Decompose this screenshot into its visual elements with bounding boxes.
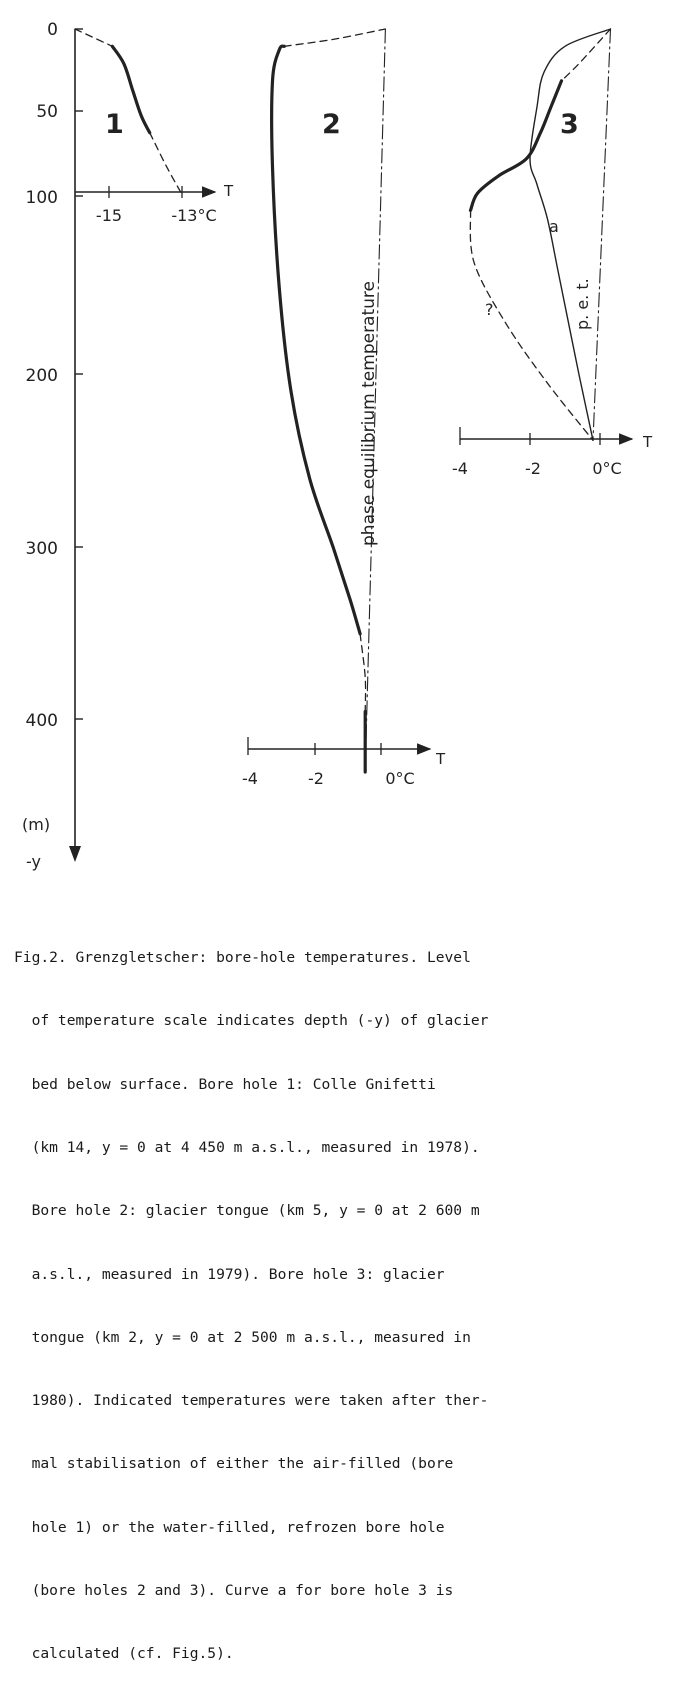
- caption-line: 1980). Indicated temperatures were taken…: [14, 1392, 489, 1410]
- panel-1-curve-dashed-2: [149, 132, 182, 194]
- caption-line: (bore holes 2 and 3). Curve a for bore h…: [14, 1582, 454, 1599]
- caption-line: Fig.2. Grenzgletscher: bore-hole tempera…: [14, 949, 471, 967]
- panel-2-curve-dashed-0: [283, 28, 387, 47]
- depth-unit-label: (m): [22, 815, 50, 834]
- caption-line: tongue (km 2, y = 0 at 2 500 m a.s.l., m…: [14, 1328, 471, 1346]
- depth-tick-label-400: 400: [26, 711, 58, 731]
- borehole-temperature-figure: 0 50 100 200 300 400 (m) -y -15 -13°C T …: [22, 20, 653, 871]
- caption-line: a.s.l., measured in 1979). Bore hole 3: …: [14, 1265, 445, 1283]
- figure-caption: Fig.2. Grenzgletscher: bore-hole tempera…: [14, 905, 684, 1685]
- depth-tick-label-200: 200: [26, 366, 58, 386]
- depth-axis-arrow: [69, 846, 81, 862]
- caption-line: of temperature scale indicates depth (-y…: [14, 1012, 489, 1030]
- panel-2-tick-label-minus2: -2: [308, 769, 324, 788]
- panel-1-curve-dashed-0: [74, 28, 113, 47]
- panel-2-axis-label: T: [435, 750, 446, 768]
- panel-2-curve-dash-dot-4: [364, 28, 386, 773]
- depth-tick-label-50: 50: [36, 102, 58, 122]
- caption-line: calculated (cf. Fig.5).: [14, 1645, 234, 1663]
- pet-label: p. e. t.: [573, 278, 592, 330]
- panel-3-curve-dashed-3: [469, 209, 594, 441]
- panel-3-curve-solid-2: [468, 79, 564, 212]
- phase-equilibrium-label: phase equilibrium temperature: [359, 281, 379, 546]
- panel-3-axis-label: T: [642, 433, 653, 451]
- panel-3-tick-label-minus2: -2: [525, 459, 541, 478]
- panel-1-label: 1: [105, 109, 124, 140]
- curve-a-label: a: [549, 217, 559, 236]
- caption-line: bed below surface. Bore hole 1: Colle Gn…: [14, 1075, 436, 1093]
- caption-line: (km 14, y = 0 at 4 450 m a.s.l., measure…: [14, 1139, 480, 1157]
- depth-tick-label-100: 100: [26, 188, 58, 208]
- panel-3-curve-dashed-1: [560, 28, 612, 82]
- panel-3-label: 3: [560, 109, 579, 140]
- panel-2-curve-solid-1: [270, 44, 362, 636]
- panel-3-tick-label-0: 0°C: [592, 459, 621, 478]
- panel-1-tick-label-minus13: -13°C: [171, 206, 216, 225]
- caption-line: Bore hole 2: glacier tongue (km 5, y = 0…: [14, 1202, 480, 1220]
- depth-arrow-label: -y: [26, 852, 41, 871]
- caption-line: hole 1) or the water-filled, refrozen bo…: [14, 1518, 445, 1536]
- panel-1-axis-label: T: [223, 182, 234, 200]
- depth-tick-label-0: 0: [47, 20, 58, 40]
- depth-axis: 0 50 100 200 300 400 (m) -y: [22, 20, 83, 871]
- depth-tick-label-300: 300: [26, 539, 58, 559]
- panel-2-tick-label-minus4: -4: [242, 769, 258, 788]
- curve-question-label: ?: [485, 300, 494, 319]
- panel-1: -15 -13°C T 1: [74, 28, 234, 225]
- panel-3-tick-label-minus4: -4: [452, 459, 468, 478]
- panel-3: -4 -2 0°C T 3 a ? p. e. t.: [452, 28, 653, 478]
- panel-2-tick-label-0: 0°C: [385, 769, 414, 788]
- panel-1-curve-solid-1: [110, 44, 152, 135]
- panel-2: -4 -2 0°C T 2 phase equilibrium temperat…: [242, 28, 446, 788]
- panel-1-tick-label-minus15: -15: [96, 206, 122, 225]
- panel-3-curve-dash-dot-4: [592, 28, 612, 441]
- panel-2-label: 2: [322, 109, 341, 140]
- caption-line: mal stabilisation of either the air-fill…: [14, 1455, 454, 1473]
- panel-2-curve-dashed-2: [359, 633, 367, 713]
- panel-3-curve-thin-0: [529, 28, 612, 441]
